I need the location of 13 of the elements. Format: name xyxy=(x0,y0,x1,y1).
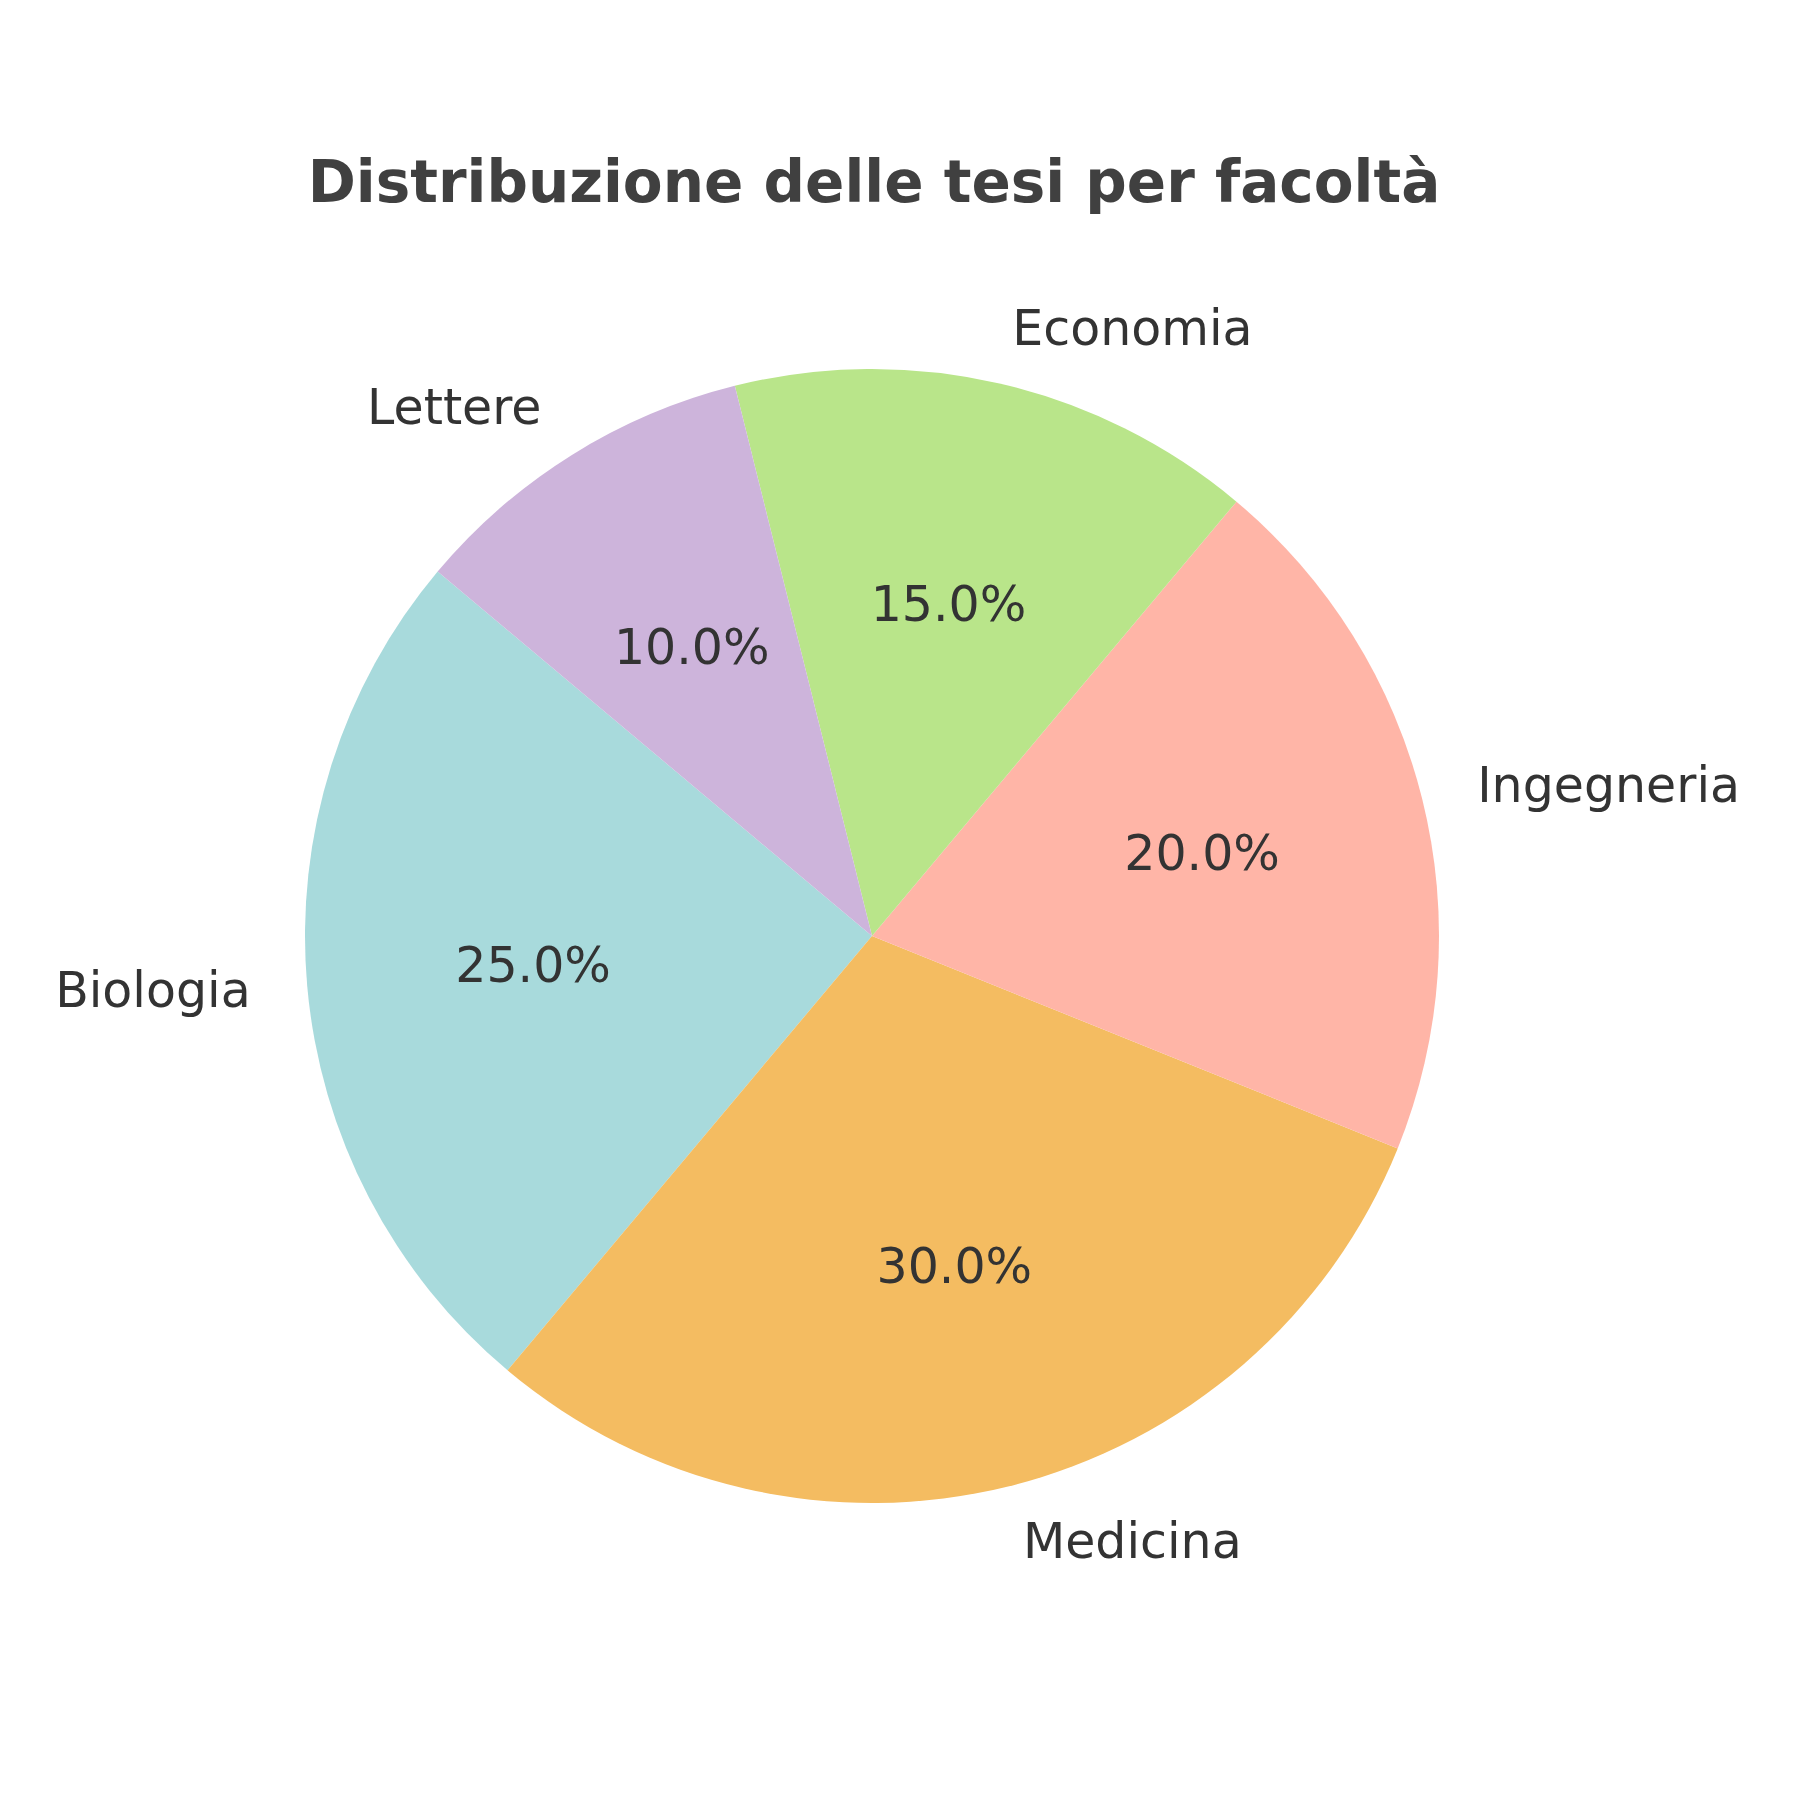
pie-slice xyxy=(305,571,872,1371)
data-label: 30.0% xyxy=(876,1237,1033,1295)
data-label: 10.0% xyxy=(613,618,770,676)
chart-title: Distribuzione delle tesi per facoltà xyxy=(307,148,1441,216)
slice-label: Economia xyxy=(1012,299,1253,357)
data-label: 20.0% xyxy=(1124,825,1280,883)
slice-label: Biologia xyxy=(55,961,251,1019)
slice-label: Medicina xyxy=(1022,1512,1242,1570)
data-label: 15.0% xyxy=(870,576,1027,634)
pie-slice xyxy=(872,501,1439,1149)
data-label: 25.0% xyxy=(455,937,611,995)
slice-label: Ingegneria xyxy=(1477,756,1741,814)
slice-label: Lettere xyxy=(367,378,542,436)
